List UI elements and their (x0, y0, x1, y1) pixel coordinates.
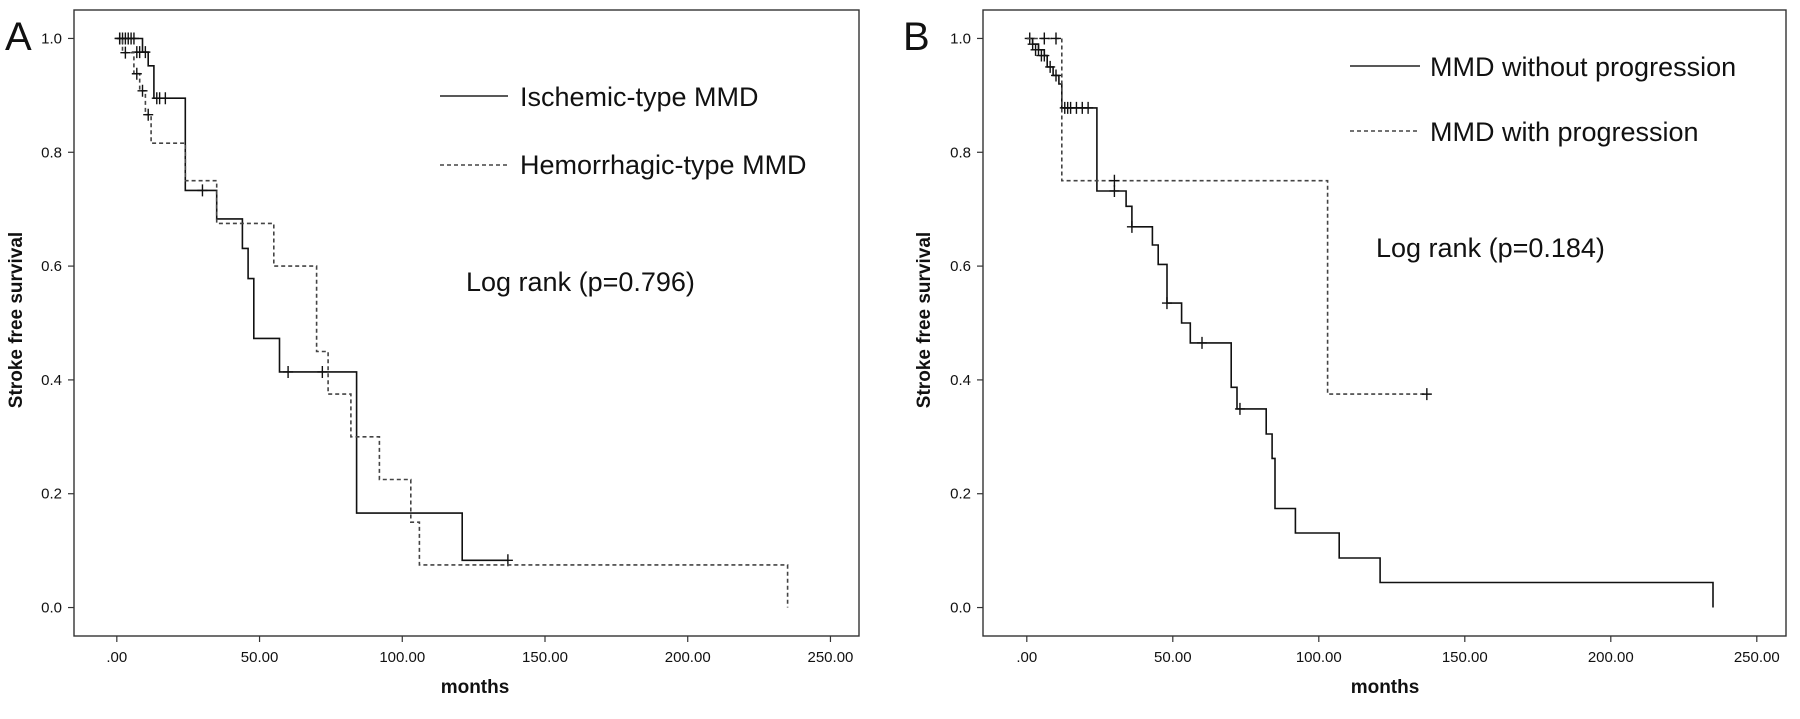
plot-area (114, 32, 789, 608)
plot-area (1024, 32, 1714, 608)
x-tick-label: .00 (1016, 649, 1037, 666)
y-tick-label: 0.4 (41, 372, 62, 389)
censor-mark (197, 184, 208, 197)
legend-entry: Hemorrhagic-type MMD (520, 150, 807, 180)
censor-mark (1083, 101, 1094, 114)
censor-mark (1197, 336, 1207, 349)
censor-mark (143, 108, 154, 121)
y-tick-label: 0.4 (950, 372, 971, 389)
panel-b: B 0.0 0.2 0.4 0.6 0.8 1.0 .00 50.00 100.00 150.0… (903, 9, 1787, 698)
censor-mark (1109, 174, 1120, 187)
legend-entry: MMD with progression (1430, 117, 1699, 147)
series-line-2 (1026, 37, 1427, 395)
x-tick-label: 200.00 (1588, 649, 1634, 666)
censor-mark (131, 67, 142, 80)
x-tick-label: 250.00 (1734, 649, 1780, 666)
y-tick-label: 1.0 (950, 30, 971, 47)
panel-label: A (5, 15, 32, 59)
censor-mark (1161, 297, 1172, 310)
x-tick-label: 100.00 (379, 649, 425, 666)
y-tick-label: 0.6 (41, 258, 62, 275)
plot-frame (982, 9, 1787, 637)
y-axis-title: Stroke free survival (6, 232, 27, 408)
y-axis-title: Stroke free survival (914, 232, 935, 408)
censor-mark (1051, 69, 1061, 82)
censor-mark (1045, 60, 1056, 73)
y-tick-label: 0.8 (41, 144, 62, 161)
x-tick-label: 250.00 (808, 649, 854, 666)
censor-mark (317, 365, 328, 378)
censor-mark (1039, 32, 1050, 45)
x-tick-label: 100.00 (1296, 649, 1342, 666)
censor-mark (128, 32, 139, 45)
censor-mark (120, 46, 131, 59)
plot-frame (73, 9, 860, 637)
x-tick-label: 200.00 (665, 649, 711, 666)
series-line-2 (116, 37, 789, 608)
y-tick-label: 0.6 (950, 258, 971, 275)
legend-entry: MMD without progression (1430, 52, 1736, 82)
x-axis: .00 50.00 100.00 150.00 200.00 250.00 (106, 636, 853, 666)
censor-mark (140, 46, 151, 59)
x-tick-label: 50.00 (241, 649, 279, 666)
censor-mark (160, 92, 171, 105)
log-rank-annotation: Log rank (p=0.184) (1376, 233, 1605, 263)
x-tick-label: .00 (106, 649, 127, 666)
x-axis-title: months (441, 677, 510, 698)
y-tick-label: 0.0 (41, 600, 62, 617)
y-tick-label: 0.0 (950, 600, 971, 617)
legend: Ischemic-type MMD Hemorrhagic-type MMD (440, 82, 807, 180)
censor-mark (1126, 220, 1137, 233)
censor-mark (1051, 32, 1061, 45)
y-tick-label: 0.8 (950, 144, 971, 161)
panel-a: A 0.0 0.2 0.4 0.6 0.8 1.0 .00 50.00 100.00 150.0… (5, 9, 860, 698)
legend-entry: Ischemic-type MMD (520, 82, 759, 112)
series-line-1 (116, 37, 508, 562)
y-tick-label: 0.2 (950, 486, 971, 503)
censor-mark (1039, 49, 1050, 62)
x-tick-label: 50.00 (1154, 649, 1192, 666)
legend: MMD without progression MMD with progres… (1350, 52, 1736, 147)
x-axis: .00 50.00 100.00 150.00 200.00 250.00 (1016, 636, 1780, 666)
y-axis: 0.0 0.2 0.4 0.6 0.8 1.0 (41, 30, 74, 617)
censor-mark (1109, 184, 1120, 197)
y-axis: 0.0 0.2 0.4 0.6 0.8 1.0 (950, 30, 983, 617)
x-tick-label: 150.00 (1442, 649, 1488, 666)
log-rank-annotation: Log rank (p=0.796) (466, 267, 695, 297)
x-tick-label: 150.00 (522, 649, 568, 666)
x-axis-title: months (1351, 677, 1420, 698)
y-tick-label: 0.2 (41, 486, 62, 503)
censor-mark (137, 84, 148, 97)
censor-mark (114, 32, 125, 45)
panel-label: B (903, 15, 930, 59)
censor-mark (283, 365, 294, 378)
y-tick-label: 1.0 (41, 30, 62, 47)
censor-mark (1421, 388, 1432, 401)
censor-mark (1234, 402, 1245, 415)
